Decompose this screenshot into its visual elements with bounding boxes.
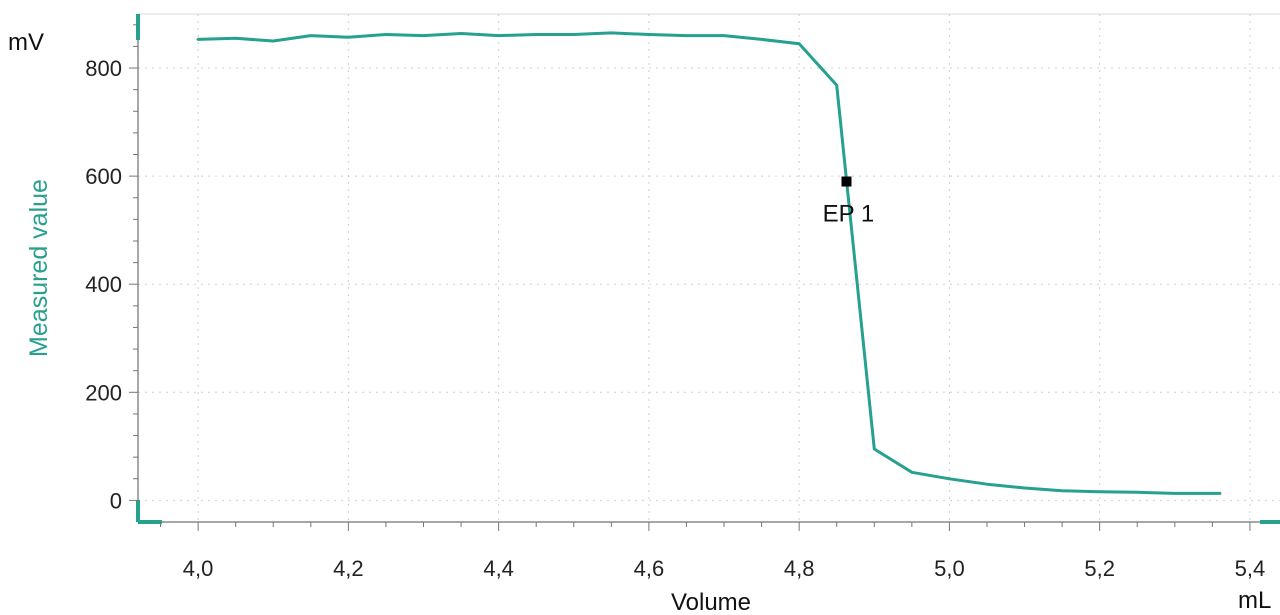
- y-unit-label: mV: [8, 29, 44, 56]
- y-tick-label: 0: [110, 488, 122, 513]
- annotations: EP 1: [823, 177, 875, 228]
- y-tick-label: 800: [85, 56, 122, 81]
- x-tick-label: 4,8: [784, 556, 815, 581]
- x-unit-label: mL: [1238, 587, 1271, 614]
- x-tick-label: 4,2: [333, 556, 364, 581]
- x-axis-title: Volume: [671, 589, 751, 615]
- x-tick-label: 5,4: [1235, 556, 1266, 581]
- axes: [138, 14, 1280, 522]
- x-tick-label: 5,2: [1084, 556, 1115, 581]
- y-tick-label: 400: [85, 272, 122, 297]
- titration-curve-line: [198, 33, 1220, 494]
- y-tick-label: 200: [85, 380, 122, 405]
- endpoint-marker: [841, 177, 851, 187]
- tick-marks: [129, 25, 1250, 531]
- x-tick-label: 5,0: [934, 556, 965, 581]
- series-group: [198, 33, 1220, 494]
- endpoint-label: EP 1: [823, 201, 875, 228]
- grid-lines: [138, 14, 1280, 522]
- tick-labels: 0 200 400 600 800 4,0 4,2 4,4 4,6 4,8 5,0 5,2 5,4: [85, 56, 1265, 581]
- x-tick-label: 4,4: [483, 556, 514, 581]
- x-tick-label: 4,0: [183, 556, 214, 581]
- x-tick-label: 4,6: [634, 556, 665, 581]
- y-axis-title: Measured value: [25, 179, 53, 357]
- y-tick-label: 600: [85, 164, 122, 189]
